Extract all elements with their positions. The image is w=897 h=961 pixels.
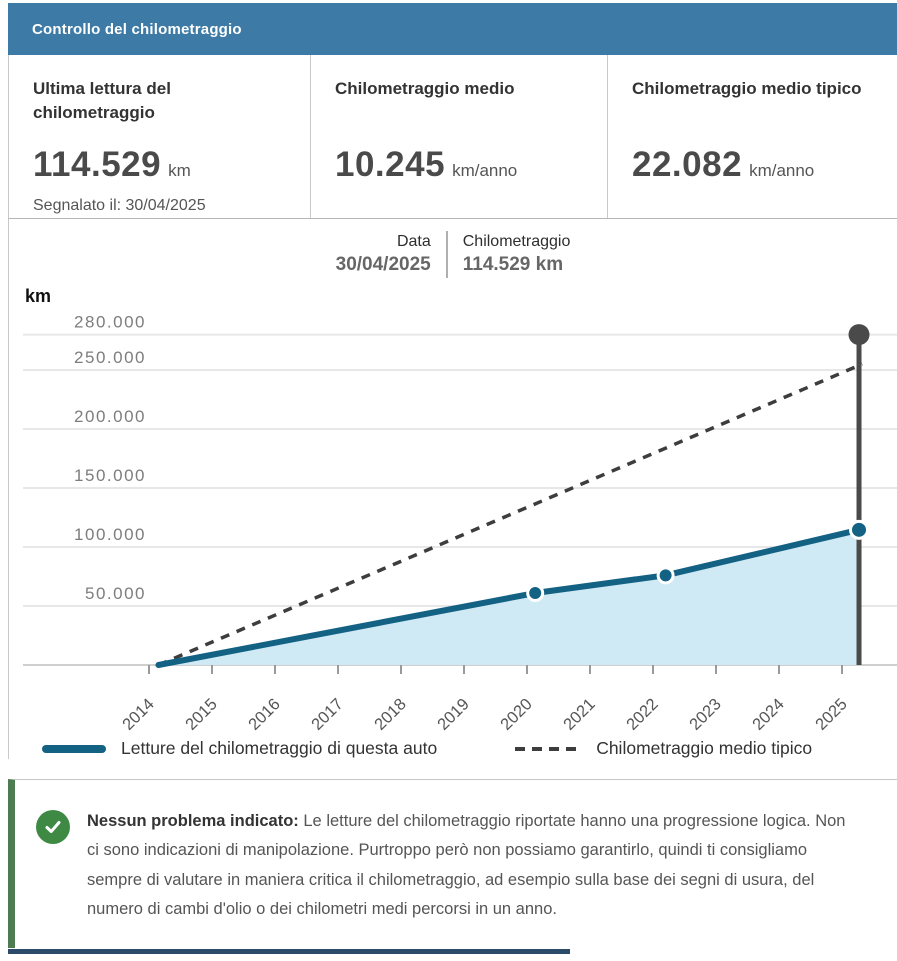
x-tick-label: 2015 — [182, 695, 221, 734]
stat-unit: km — [168, 161, 191, 180]
x-tick-label: 2022 — [623, 695, 662, 734]
info-text: Nessun problema indicato: Le letture del… — [87, 807, 861, 924]
x-tick-label: 2019 — [434, 695, 473, 734]
x-tick-label: 2024 — [749, 695, 788, 734]
legend-item-typical-average[interactable]: Chilometraggio medio tipico — [515, 738, 812, 759]
typical-average-line — [157, 362, 863, 667]
mileage-chart-section: Data 30/04/2025 Chilometraggio 114.529 k… — [8, 219, 897, 759]
legend-label: Chilometraggio medio tipico — [596, 738, 813, 758]
x-tick-label: 2020 — [497, 695, 536, 734]
mileage-check-panel: Controllo del chilometraggio Ultima lett… — [8, 0, 897, 955]
stat-unit: km/anno — [749, 161, 815, 180]
x-tick-label: 2016 — [245, 695, 284, 734]
x-tick-label: 2021 — [560, 695, 599, 734]
info-title: Nessun problema indicato: — [87, 812, 299, 830]
stat-reported-date: Segnalato il: 30/04/2025 — [33, 197, 206, 214]
x-tick-label: 2018 — [371, 695, 410, 734]
x-tick-label: 2025 — [812, 695, 851, 734]
chart-tooltip: Data 30/04/2025 Chilometraggio 114.529 k… — [9, 231, 897, 278]
section-title: Controllo del chilometraggio — [32, 20, 242, 38]
y-tick-label: 50.000 — [85, 584, 146, 603]
mileage-area-fill — [158, 529, 860, 665]
dashed-line-swatch-icon — [515, 746, 582, 751]
y-axis-title: km — [25, 286, 51, 306]
y-tick-label: 200.000 — [74, 407, 146, 426]
no-problem-info-box: Nessun problema indicato: Le letture del… — [8, 779, 897, 949]
stat-value: 22.082 — [632, 145, 743, 184]
stat-card-typical-average-mileage: Chilometraggio medio tipico 22.082 km/an… — [608, 55, 897, 218]
y-tick-label: 280.000 — [74, 313, 146, 332]
y-tick-label: 150.000 — [74, 466, 146, 485]
mileage-line — [155, 526, 863, 668]
y-tick-label: 250.000 — [74, 348, 146, 367]
stat-title: Chilometraggio medio tipico — [632, 79, 862, 98]
tooltip-date-value: 30/04/2025 — [335, 254, 431, 275]
stat-card-last-reading: Ultima lettura del chilometraggio 114.52… — [9, 55, 311, 218]
x-tick-label: 2023 — [686, 695, 725, 734]
chart-legend: Letture del chilometraggio di questa aut… — [42, 738, 897, 759]
mileage-stats-row: Ultima lettura del chilometraggio 114.52… — [8, 55, 897, 219]
check-circle-icon — [36, 810, 70, 844]
marker-handle[interactable] — [848, 324, 870, 346]
solid-line-swatch-icon — [42, 744, 106, 753]
stat-value: 10.245 — [335, 145, 446, 184]
x-tick-label: 2014 — [119, 695, 158, 734]
data-point[interactable] — [656, 566, 675, 585]
section-header: Controllo del chilometraggio — [8, 3, 897, 55]
stat-title: Chilometraggio medio — [335, 79, 515, 98]
info-body: Le letture del chilometraggio riportate … — [87, 812, 846, 919]
stat-value: 114.529 — [33, 145, 162, 184]
stat-unit: km/anno — [452, 161, 518, 180]
stat-title: Ultima lettura del chilometraggio — [33, 79, 171, 122]
x-tick-label: 2017 — [308, 695, 347, 734]
data-point[interactable] — [849, 519, 870, 540]
tooltip-date-label: Data — [396, 233, 431, 250]
tooltip-km-label: Chilometraggio — [462, 233, 571, 250]
data-point[interactable] — [526, 584, 545, 603]
tooltip-km-value: 114.529 km — [462, 254, 564, 275]
legend-item-car-readings[interactable]: Letture del chilometraggio di questa aut… — [42, 738, 437, 759]
stat-card-average-mileage: Chilometraggio medio 10.245 km/anno — [311, 55, 608, 218]
y-tick-label: 100.000 — [74, 525, 146, 544]
legend-label: Letture del chilometraggio di questa aut… — [121, 738, 438, 758]
next-section-header-edge — [8, 949, 570, 955]
mileage-line-chart[interactable]: km 280.000 250.000 200.000 150.000 100.000 50.… — [9, 284, 897, 734]
